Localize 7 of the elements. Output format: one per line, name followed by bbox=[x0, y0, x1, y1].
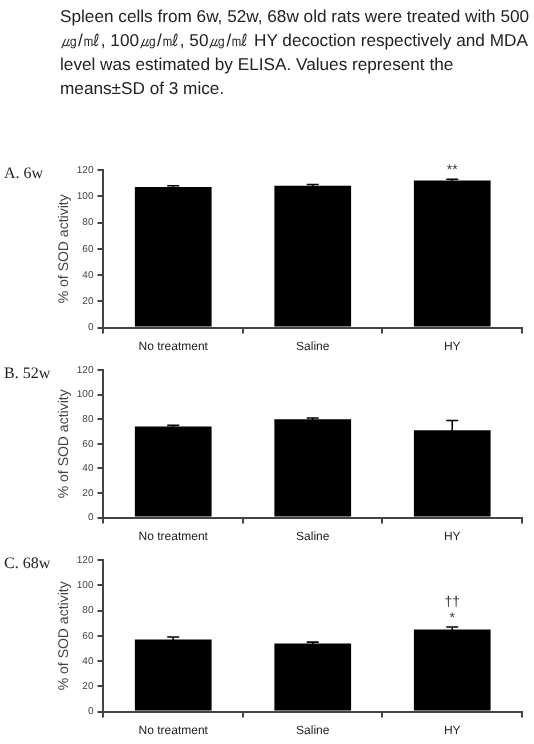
bar bbox=[134, 639, 212, 711]
text: Spleen cells from 6w, 52w, 68w old rats were treated with 500㎍/㎖, 100㎍/㎖, 50㎍/㎖ HY decoction respectively and MDA level was estimated by ELISA. Values represent the means±SD of 3 mice. bbox=[60, 4, 532, 100]
chart-title: C. 68w bbox=[4, 554, 51, 572]
chart-title: A. 6w bbox=[4, 164, 44, 182]
bar bbox=[274, 643, 352, 711]
bar bbox=[413, 629, 491, 711]
chart-title: B. 52w bbox=[4, 364, 51, 382]
